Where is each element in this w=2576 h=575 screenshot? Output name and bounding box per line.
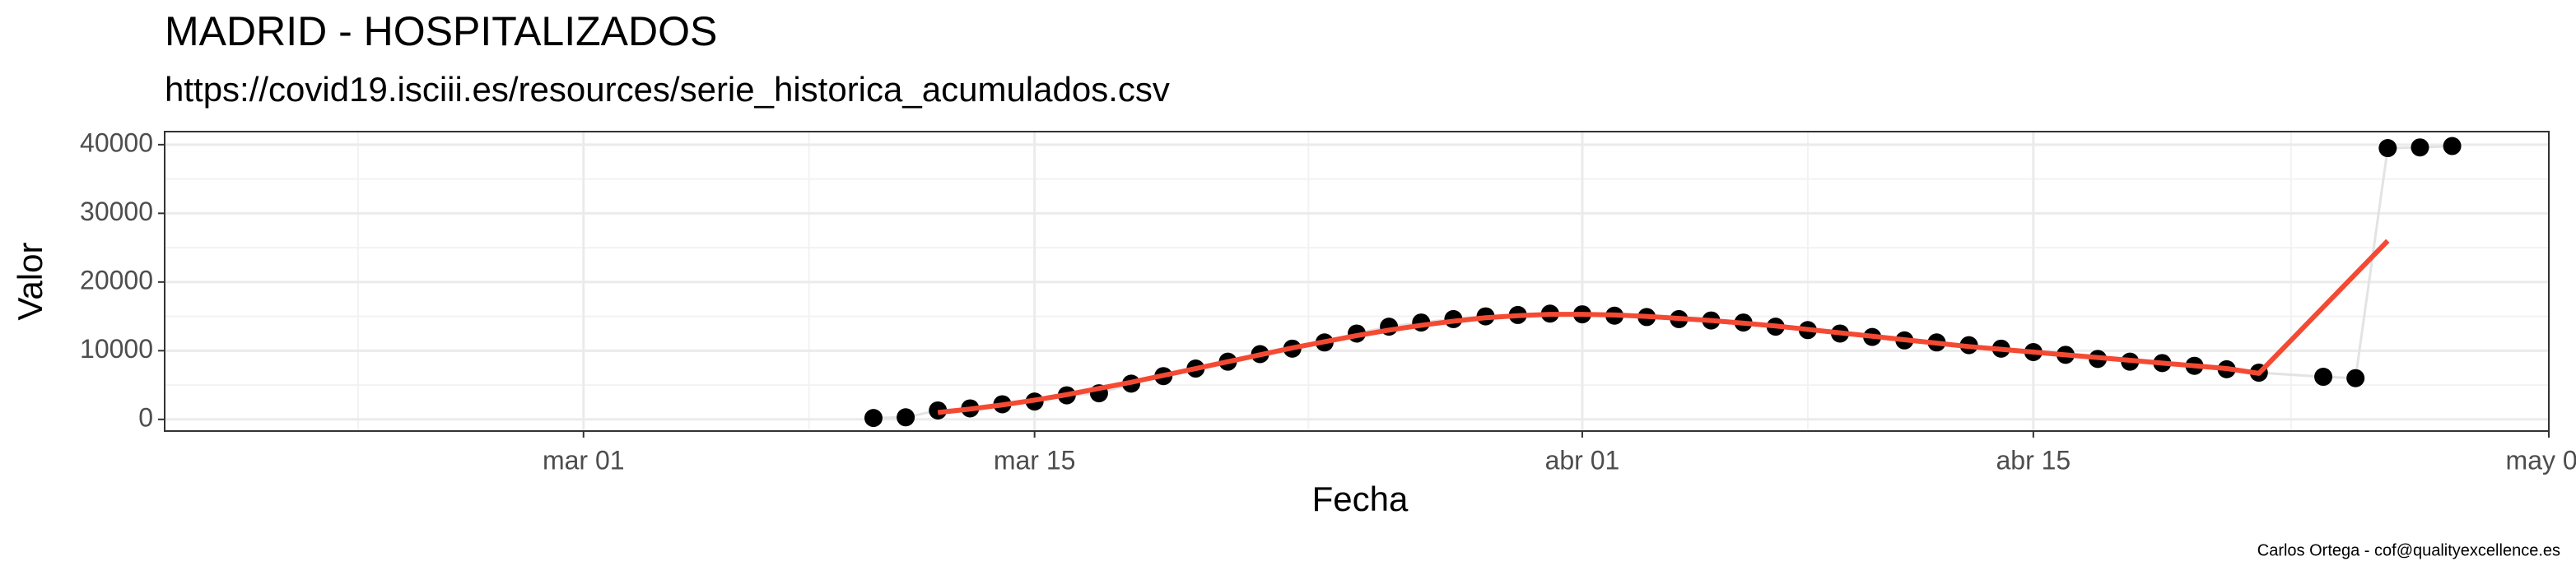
panel-border <box>164 131 2550 432</box>
x-tick-label: mar 15 <box>994 445 1076 475</box>
y-tick-label: 0 <box>138 402 153 432</box>
data-point <box>2346 369 2365 387</box>
y-axis-title: Valor <box>11 243 49 321</box>
caption: Carlos Ortega - cof@qualityexcellence.es <box>2257 541 2560 559</box>
data-point <box>2443 137 2462 155</box>
data-point <box>864 409 883 428</box>
data-point <box>2411 138 2429 157</box>
data-point <box>2314 368 2333 387</box>
y-tick-label: 30000 <box>80 197 153 226</box>
y-tick-label: 20000 <box>80 265 153 294</box>
y-tick-label: 40000 <box>80 128 153 157</box>
x-tick-label: abr 15 <box>1996 445 2071 475</box>
chart-subtitle: https://covid19.isciii.es/resources/seri… <box>165 70 1170 109</box>
x-axis-title: Fecha <box>1312 480 1409 518</box>
trend-line <box>937 239 2390 415</box>
data-point <box>2378 139 2397 158</box>
plot-area <box>864 137 2462 428</box>
data-point <box>897 408 915 427</box>
x-tick-label: mar 01 <box>543 445 625 475</box>
x-tick-label: abr 01 <box>1545 445 1620 475</box>
x-tick-label: may 01 <box>2506 445 2576 475</box>
y-tick-label: 10000 <box>80 334 153 364</box>
chart-title: MADRID - HOSPITALIZADOS <box>165 8 717 54</box>
